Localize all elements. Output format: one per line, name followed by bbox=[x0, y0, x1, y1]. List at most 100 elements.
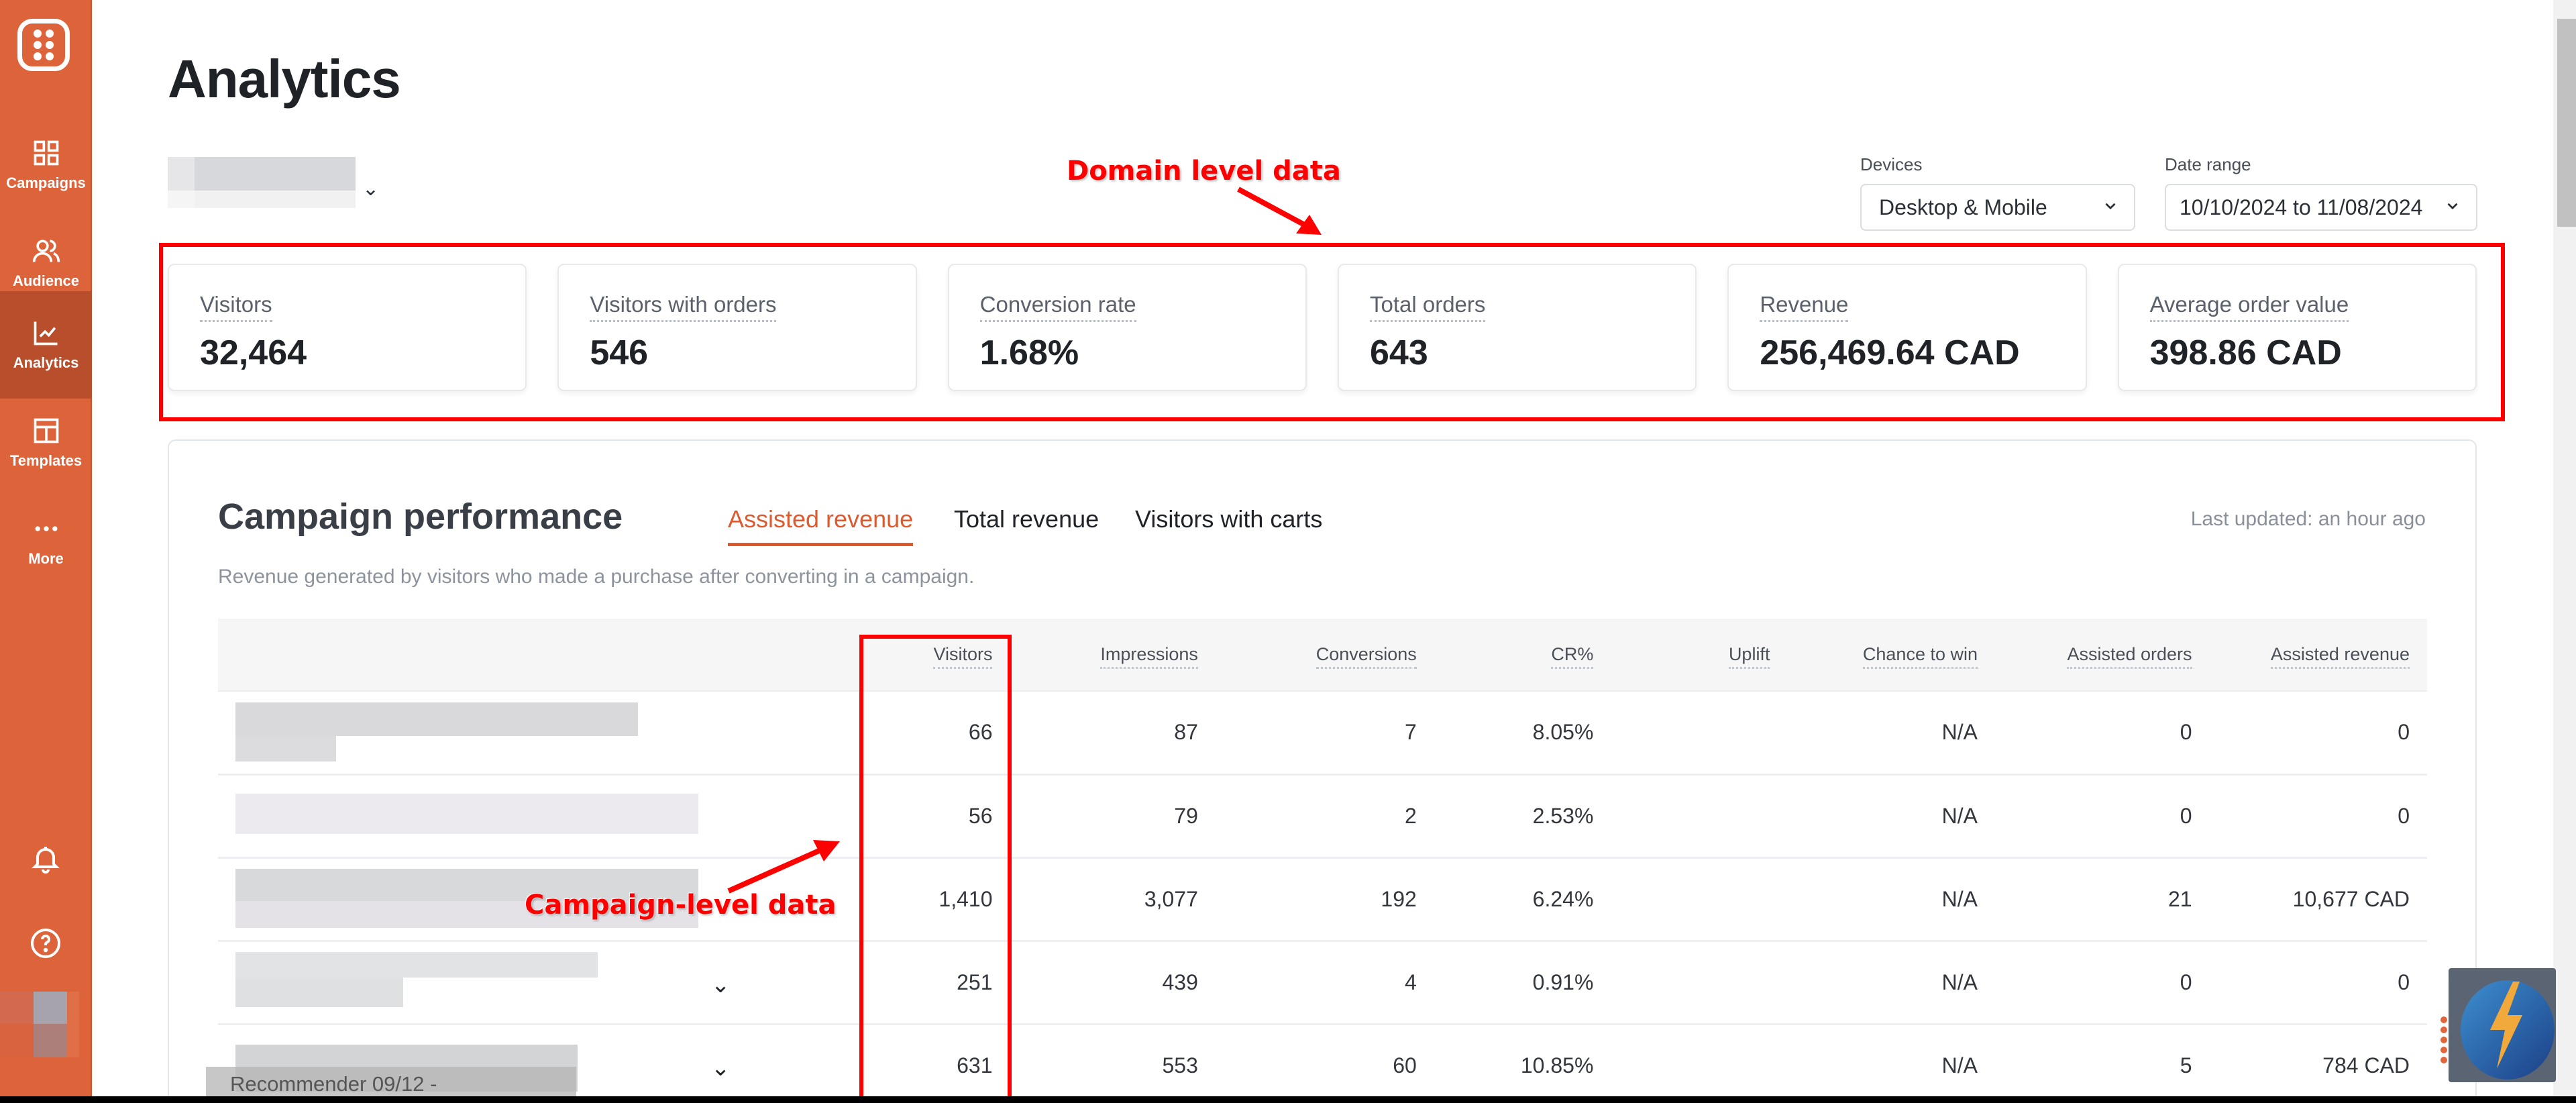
lightning-icon bbox=[2490, 982, 2522, 1069]
cell-uplift bbox=[1611, 774, 1788, 859]
date-range-select[interactable]: 10/10/2024 to 11/08/2024 bbox=[2165, 184, 2477, 231]
table-row[interactable]: ⌄ 251 439 4 0.91% N/A 0 0 bbox=[218, 941, 2427, 1025]
cell-chance-to-win: N/A bbox=[1787, 857, 1996, 942]
sidebar-item-audience[interactable]: Audience bbox=[0, 216, 92, 310]
devices-value: Desktop & Mobile bbox=[1879, 195, 2047, 219]
chevron-down-icon bbox=[2447, 203, 2458, 210]
annotation-arrow-icon bbox=[727, 840, 840, 894]
kpi-label[interactable]: Conversion rate bbox=[979, 292, 1136, 322]
layout-icon bbox=[34, 418, 58, 443]
cell-visitors: 66 bbox=[857, 691, 1010, 776]
expand-chevron-icon[interactable]: ⌄ bbox=[710, 1055, 731, 1081]
sidebar-item-label: Audience bbox=[12, 272, 80, 289]
campaign-performance-card: Campaign performance Assisted revenue To… bbox=[168, 439, 2477, 1103]
section-title: Campaign performance bbox=[218, 496, 623, 537]
kpi-value: 32,464 bbox=[200, 333, 307, 372]
bell-icon[interactable] bbox=[30, 843, 62, 875]
chevron-down-icon[interactable]: ⌄ bbox=[362, 178, 380, 200]
kpi-label[interactable]: Visitors bbox=[200, 292, 272, 322]
cell-assisted-orders: 21 bbox=[1995, 857, 2210, 942]
cell-conversions: 7 bbox=[1215, 691, 1434, 776]
cell-impressions: 439 bbox=[1010, 941, 1216, 1025]
date-range-value: 10/10/2024 to 11/08/2024 bbox=[2180, 195, 2423, 219]
chart-line-icon bbox=[34, 321, 57, 346]
devices-select[interactable]: Desktop & Mobile bbox=[1860, 184, 2135, 231]
sidebar-item-campaigns[interactable]: Campaigns bbox=[0, 118, 92, 212]
cell-conversions: 60 bbox=[1215, 1024, 1434, 1103]
cell-uplift bbox=[1611, 691, 1788, 776]
table-row[interactable]: ⌄ 631 553 60 10.85% N/A 5 784 CAD bbox=[218, 1024, 2427, 1103]
cell-chance-to-win: N/A bbox=[1787, 774, 1996, 859]
tab-visitors-with-carts[interactable]: Visitors with carts bbox=[1135, 505, 1323, 533]
table-row[interactable]: 56 79 2 2.53% N/A 0 0 bbox=[218, 774, 2427, 859]
cell-assisted-revenue: 0 bbox=[2209, 691, 2427, 776]
column-header-assisted-revenue[interactable]: Assisted revenue bbox=[2209, 619, 2427, 692]
campaign-name[interactable]: ⌄ bbox=[218, 941, 858, 1025]
drag-handle-icon[interactable] bbox=[2440, 1016, 2449, 1063]
column-header-conversions[interactable]: Conversions bbox=[1215, 619, 1434, 692]
sidebar-item-label: Templates bbox=[9, 452, 83, 469]
column-header-uplift[interactable]: Uplift bbox=[1611, 619, 1788, 692]
page-title: Analytics bbox=[168, 49, 401, 109]
expand-chevron-icon[interactable]: ⌄ bbox=[710, 971, 731, 998]
cell-conversions: 4 bbox=[1215, 941, 1434, 1025]
grid-icon bbox=[34, 140, 58, 166]
column-header-name bbox=[218, 619, 858, 692]
column-header-impressions[interactable]: Impressions bbox=[1010, 619, 1216, 692]
tab-total-revenue[interactable]: Total revenue bbox=[954, 505, 1099, 533]
column-header-visitors[interactable]: Visitors bbox=[857, 619, 1010, 692]
column-header-chance-to-win[interactable]: Chance to win bbox=[1787, 619, 1996, 692]
annotation-campaign-label: Campaign-level data bbox=[525, 890, 837, 921]
devices-label: Devices bbox=[1860, 154, 1923, 174]
column-header-assisted-orders[interactable]: Assisted orders bbox=[1995, 619, 2210, 692]
tab-assisted-revenue[interactable]: Assisted revenue bbox=[728, 505, 914, 546]
help-icon[interactable] bbox=[30, 927, 62, 959]
scrollbar-thumb[interactable] bbox=[2557, 19, 2576, 227]
user-avatar[interactable] bbox=[0, 992, 79, 1057]
kpi-label[interactable]: Visitors with orders bbox=[590, 292, 777, 322]
column-header-cr[interactable]: CR% bbox=[1434, 619, 1611, 692]
cell-cr: 6.24% bbox=[1434, 857, 1611, 942]
table-row[interactable]: 1,410 3,077 192 6.24% N/A 21 10,677 CAD bbox=[218, 857, 2427, 942]
kpi-value: 546 bbox=[590, 333, 649, 372]
sidebar-item-templates[interactable]: Templates bbox=[0, 396, 92, 490]
kpi-card-revenue: Revenue 256,469.64 CAD bbox=[1727, 264, 2087, 391]
kpi-label[interactable]: Total orders bbox=[1369, 292, 1486, 322]
chevron-down-icon bbox=[2105, 203, 2116, 210]
kpi-card-average-order-value: Average order value 398.86 CAD bbox=[2117, 264, 2477, 391]
sidebar-item-more[interactable]: More bbox=[0, 494, 92, 588]
kpi-row: Visitors 32,464 Visitors with orders 546… bbox=[168, 264, 2477, 391]
screen-bottom-edge bbox=[0, 1096, 2576, 1103]
cell-chance-to-win: N/A bbox=[1787, 1024, 1996, 1103]
kpi-value: 256,469.64 CAD bbox=[1760, 333, 2020, 372]
cell-assisted-orders: 5 bbox=[1995, 1024, 2210, 1103]
cell-impressions: 87 bbox=[1010, 691, 1216, 776]
kpi-card-visitors-with-orders: Visitors with orders 546 bbox=[557, 264, 917, 391]
domain-selector[interactable]: ⌄ bbox=[168, 157, 503, 211]
cell-uplift bbox=[1611, 1024, 1788, 1103]
kpi-card-total-orders: Total orders 643 bbox=[1337, 264, 1697, 391]
campaign-name[interactable] bbox=[218, 691, 858, 776]
cell-cr: 8.05% bbox=[1434, 691, 1611, 776]
cell-assisted-revenue: 10,677 CAD bbox=[2209, 857, 2427, 942]
cell-visitors: 1,410 bbox=[857, 857, 1010, 942]
cell-visitors: 251 bbox=[857, 941, 1010, 1025]
cell-assisted-orders: 0 bbox=[1995, 691, 2210, 776]
kpi-label[interactable]: Revenue bbox=[1760, 292, 1849, 322]
sidebar-item-label: Analytics bbox=[13, 354, 79, 371]
campaign-name[interactable] bbox=[218, 774, 858, 859]
table-header-row: Visitors Impressions Conversions CR% Upl… bbox=[218, 619, 2427, 692]
main-content: Analytics ⌄ Devices Desktop & Mobile Dat… bbox=[92, 0, 2576, 1103]
table-row[interactable]: 66 87 7 8.05% N/A 0 0 bbox=[218, 691, 2427, 776]
campaign-name[interactable] bbox=[218, 857, 858, 942]
cell-impressions: 79 bbox=[1010, 774, 1216, 859]
floating-assistant-widget[interactable] bbox=[2449, 968, 2556, 1082]
kpi-label[interactable]: Average order value bbox=[2149, 292, 2349, 322]
cell-impressions: 553 bbox=[1010, 1024, 1216, 1103]
app-logo-icon[interactable] bbox=[17, 19, 70, 71]
page-scrollbar[interactable] bbox=[2553, 0, 2576, 1103]
cell-assisted-orders: 0 bbox=[1995, 774, 2210, 859]
sidebar-item-analytics[interactable]: Analytics bbox=[0, 291, 92, 399]
cell-visitors: 631 bbox=[857, 1024, 1010, 1103]
